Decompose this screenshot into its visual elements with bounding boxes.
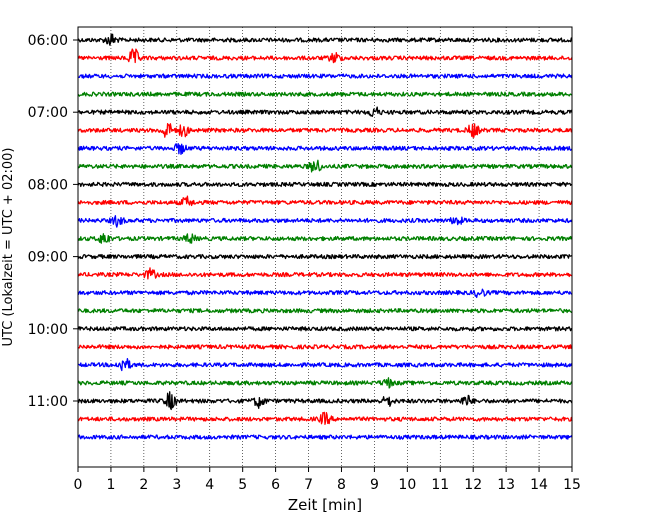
trace-row — [77, 143, 573, 155]
x-tick-label: 4 — [205, 477, 214, 493]
trace-row — [77, 326, 573, 332]
trace-row — [78, 308, 573, 314]
trace-row — [77, 253, 573, 260]
trace-row — [77, 159, 572, 173]
x-tick-label: 5 — [238, 477, 247, 493]
x-tick-label: 3 — [172, 477, 181, 493]
trace-row — [77, 215, 573, 228]
trace-row — [77, 106, 573, 117]
x-tick-label: 11 — [431, 477, 449, 493]
x-tick-label: 1 — [106, 477, 115, 493]
plot-frame — [77, 26, 573, 468]
y-tick-label: 11:00 — [28, 394, 68, 410]
trace-row — [77, 357, 573, 372]
trace-row — [77, 391, 573, 411]
seismic-traces — [77, 33, 573, 440]
trace-row — [77, 434, 573, 440]
trace-row — [77, 122, 573, 138]
trace-row — [77, 344, 573, 350]
trace-row — [77, 377, 573, 389]
trace-row — [77, 91, 573, 97]
y-tick-label: 09:00 — [28, 250, 68, 266]
trace-row — [77, 195, 573, 207]
trace-row — [77, 73, 573, 79]
x-axis-label: Zeit [min] — [288, 496, 362, 514]
trace-row — [77, 233, 573, 244]
x-tick-label: 9 — [370, 477, 379, 493]
x-tick-label: 7 — [304, 477, 313, 493]
trace-row — [77, 411, 573, 425]
y-axis-ticks: 06:00 07:00 08:00 09:00 10:00 11:00 — [28, 33, 78, 410]
x-axis-ticks: 0 1 2 3 4 5 6 7 8 9 10 11 12 13 14 15 — [74, 467, 581, 493]
x-tick-label: 10 — [398, 477, 416, 493]
y-axis-label: UTC (Lokalzeit = UTC + 02:00) — [1, 148, 16, 347]
x-tick-label: 12 — [464, 477, 482, 493]
x-tick-label: 6 — [271, 477, 280, 493]
x-tick-label: 14 — [530, 477, 548, 493]
trace-row — [77, 48, 573, 64]
x-tick-label: 2 — [139, 477, 148, 493]
trace-row — [77, 33, 572, 46]
y-tick-label: 10:00 — [28, 322, 68, 338]
x-tick-label: 0 — [74, 477, 83, 493]
trace-row — [77, 181, 573, 188]
y-tick-label: 06:00 — [28, 33, 68, 49]
x-tick-label: 15 — [563, 477, 581, 493]
trace-row — [77, 288, 573, 299]
x-tick-label: 13 — [497, 477, 515, 493]
trace-row — [77, 267, 573, 280]
y-tick-label: 07:00 — [28, 105, 68, 121]
y-tick-label: 08:00 — [28, 177, 68, 193]
x-tick-label: 8 — [337, 477, 346, 493]
grid-lines — [110, 27, 540, 467]
